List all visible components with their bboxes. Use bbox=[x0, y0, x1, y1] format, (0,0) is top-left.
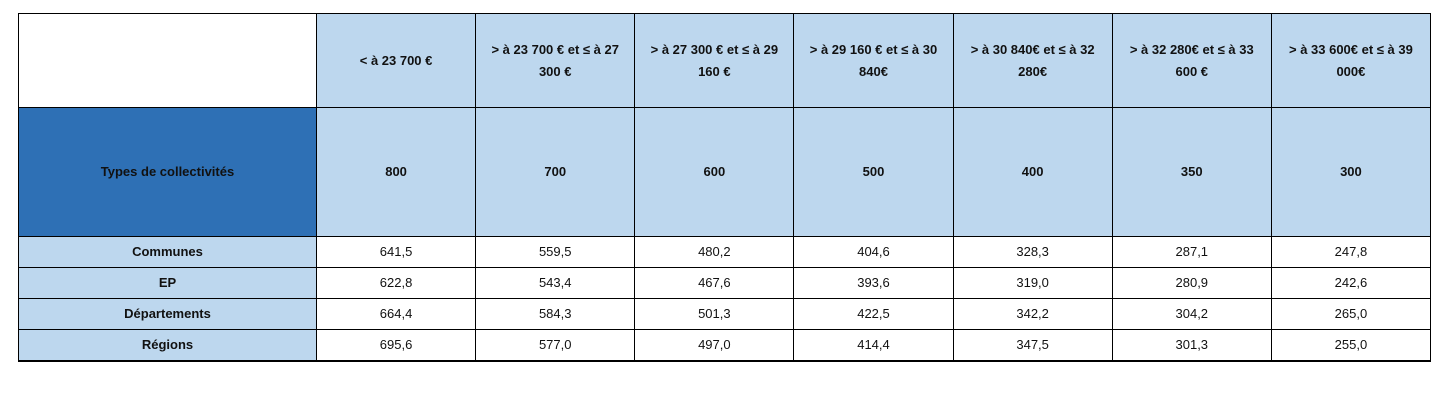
header-cell: > à 33 600€ et ≤ à 39 000€ bbox=[1270, 13, 1432, 108]
data-cell: 577,0 bbox=[475, 329, 636, 362]
data-row: Départements 664,4 584,3 501,3 422,5 342,2 304… bbox=[18, 298, 1432, 330]
amount-cell: 600 bbox=[634, 107, 795, 237]
data-cell: 664,4 bbox=[315, 298, 477, 330]
data-row: Régions 695,6 577,0 497,0 414,4 347,5 301,3 255… bbox=[18, 329, 1432, 362]
amount-cell: 800 bbox=[315, 107, 477, 237]
data-cell: 404,6 bbox=[793, 236, 954, 268]
data-cell: 501,3 bbox=[634, 298, 795, 330]
data-cell: 414,4 bbox=[793, 329, 954, 362]
table: < à 23 700 € > à 23 700 € et ≤ à 27 300 €… bbox=[18, 13, 1432, 362]
data-cell: 319,0 bbox=[952, 267, 1113, 299]
data-cell: 497,0 bbox=[634, 329, 795, 362]
data-cell: 265,0 bbox=[1270, 298, 1432, 330]
header-cell: > à 30 840€ et ≤ à 32 280€ bbox=[952, 13, 1113, 108]
header-cell: < à 23 700 € bbox=[315, 13, 477, 108]
data-cell: 695,6 bbox=[315, 329, 477, 362]
row-label: Départements bbox=[18, 298, 317, 330]
amount-cell: 350 bbox=[1111, 107, 1272, 237]
corner-label: Types de collectivités bbox=[18, 107, 317, 237]
data-cell: 559,5 bbox=[475, 236, 636, 268]
header-cell: > à 23 700 € et ≤ à 27 300 € bbox=[475, 13, 636, 108]
amount-cell: 500 bbox=[793, 107, 954, 237]
amount-cell: 300 bbox=[1270, 107, 1432, 237]
data-cell: 422,5 bbox=[793, 298, 954, 330]
data-cell: 342,2 bbox=[952, 298, 1113, 330]
amount-cell: 400 bbox=[952, 107, 1113, 237]
data-cell: 622,8 bbox=[315, 267, 477, 299]
data-cell: 641,5 bbox=[315, 236, 477, 268]
row-label: Régions bbox=[18, 329, 317, 362]
header-cell: > à 27 300 € et ≤ à 29 160 € bbox=[634, 13, 795, 108]
row-label: EP bbox=[18, 267, 317, 299]
data-row: EP 622,8 543,4 467,6 393,6 319,0 280,9 242,6 bbox=[18, 267, 1432, 299]
header-cell: > à 32 280€ et ≤ à 33 600 € bbox=[1111, 13, 1272, 108]
header-row: < à 23 700 € > à 23 700 € et ≤ à 27 300 €… bbox=[18, 13, 1432, 108]
data-cell: 287,1 bbox=[1111, 236, 1272, 268]
data-cell: 393,6 bbox=[793, 267, 954, 299]
data-cell: 255,0 bbox=[1270, 329, 1432, 362]
data-cell: 480,2 bbox=[634, 236, 795, 268]
row-label: Communes bbox=[18, 236, 317, 268]
data-row: Communes 641,5 559,5 480,2 404,6 328,3 287,1 24… bbox=[18, 236, 1432, 268]
amount-cell: 700 bbox=[475, 107, 636, 237]
data-cell: 247,8 bbox=[1270, 236, 1432, 268]
data-cell: 280,9 bbox=[1111, 267, 1272, 299]
data-cell: 584,3 bbox=[475, 298, 636, 330]
data-cell: 543,4 bbox=[475, 267, 636, 299]
data-cell: 328,3 bbox=[952, 236, 1113, 268]
amount-row: Types de collectivités 800 700 600 500 400 350… bbox=[18, 107, 1432, 237]
data-cell: 304,2 bbox=[1111, 298, 1272, 330]
data-cell: 347,5 bbox=[952, 329, 1113, 362]
table-container: < à 23 700 € > à 23 700 € et ≤ à 27 300 €… bbox=[18, 13, 1432, 362]
data-cell: 242,6 bbox=[1270, 267, 1432, 299]
header-cell: > à 29 160 € et ≤ à 30 840€ bbox=[793, 13, 954, 108]
data-cell: 467,6 bbox=[634, 267, 795, 299]
empty-cell bbox=[18, 13, 317, 108]
data-cell: 301,3 bbox=[1111, 329, 1272, 362]
